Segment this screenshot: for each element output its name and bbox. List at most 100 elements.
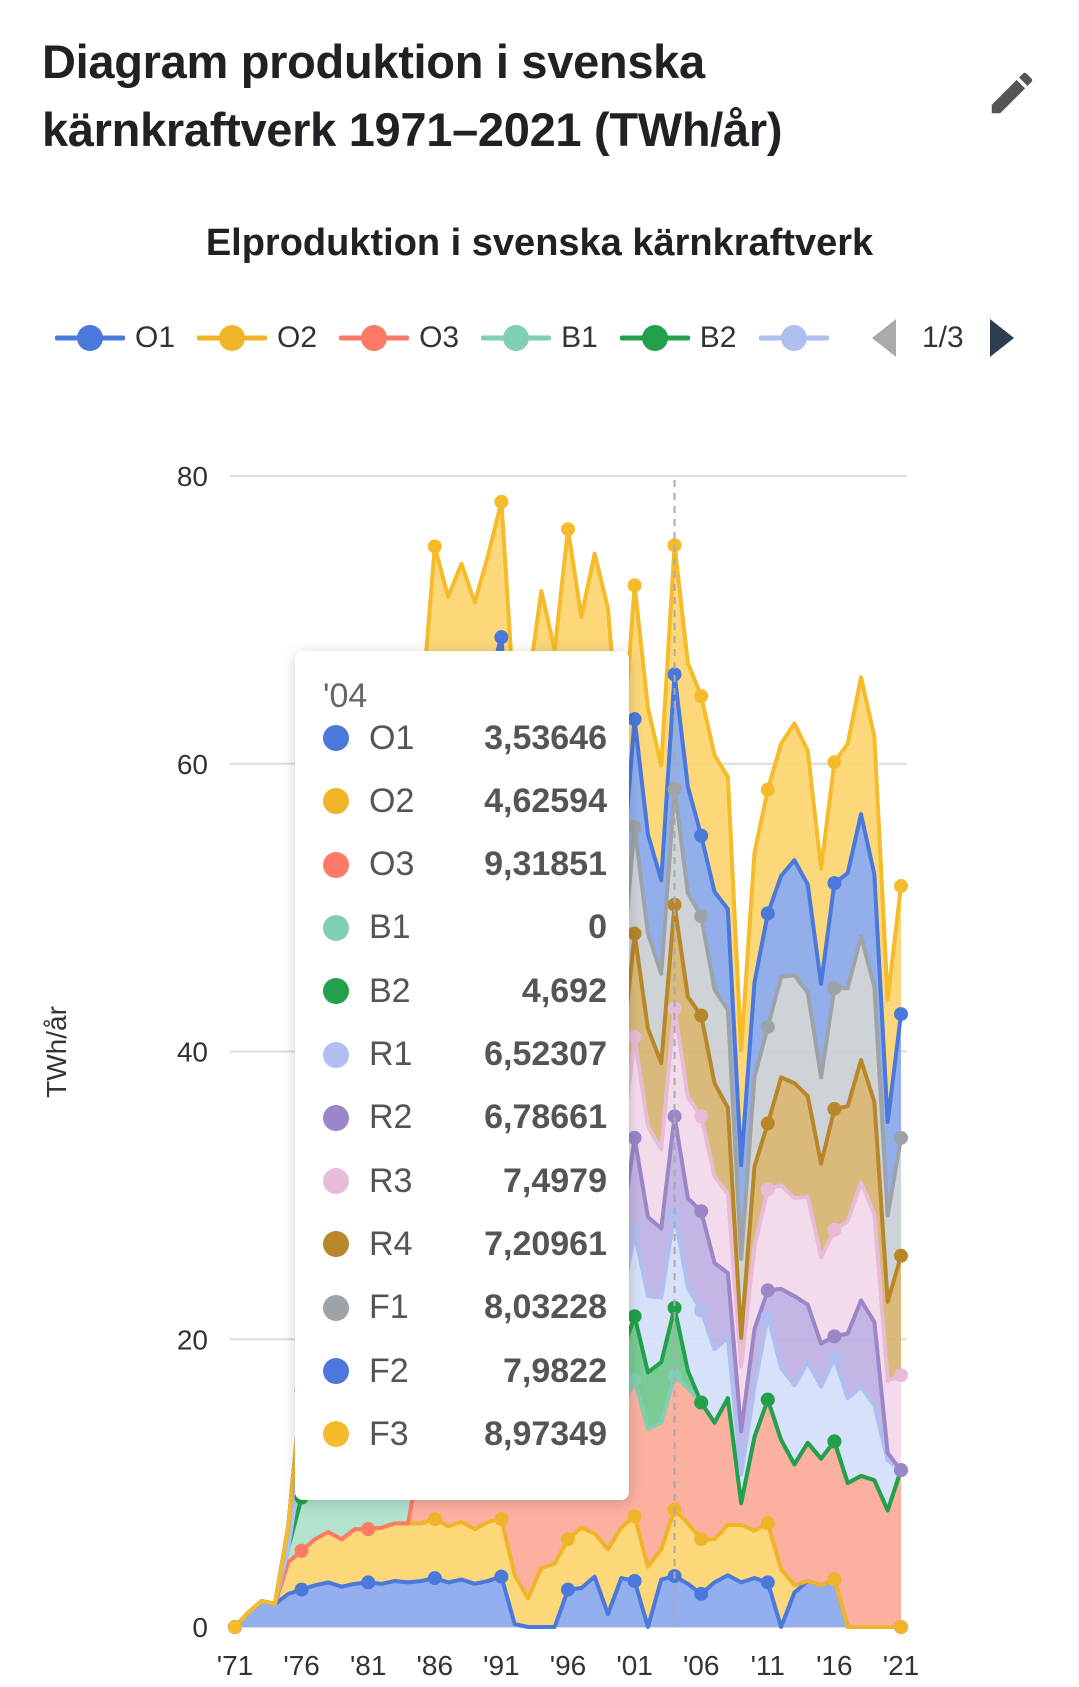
series-color-dot-icon xyxy=(323,1104,349,1131)
x-tick-label: '16 xyxy=(816,1650,853,1681)
point-B2-2016[interactable] xyxy=(827,1434,842,1449)
point-O1-2001[interactable] xyxy=(627,1573,642,1588)
point-R3-2006[interactable] xyxy=(694,1109,709,1124)
x-tick-label: '11 xyxy=(751,1650,785,1681)
tooltip-row-B1: B1 0 xyxy=(323,903,607,953)
tooltip-series-name: R2 xyxy=(369,1098,413,1137)
point-B1-2001[interactable] xyxy=(627,1372,642,1387)
point-R1-2011[interactable] xyxy=(760,1309,775,1324)
point-F3-2021[interactable] xyxy=(894,879,908,894)
point-R3-2021[interactable] xyxy=(894,1368,908,1383)
point-R3-2011[interactable] xyxy=(760,1182,775,1197)
point-O2-1996[interactable] xyxy=(561,1532,575,1547)
edit-button[interactable] xyxy=(985,66,1039,120)
point-O1-1996[interactable] xyxy=(561,1582,575,1597)
point-O1-1991[interactable] xyxy=(494,1569,509,1584)
point-R4-2006[interactable] xyxy=(694,1008,709,1023)
point-F2-1991[interactable] xyxy=(494,630,509,645)
legend-label: B2 xyxy=(699,321,737,354)
legend-label: O2 xyxy=(277,321,318,354)
point-R2-2011[interactable] xyxy=(760,1283,775,1298)
legend-item-O1[interactable]: O1 xyxy=(55,321,175,355)
point-R1-2006[interactable] xyxy=(694,1303,709,1318)
point-B1-2004[interactable] xyxy=(667,1368,682,1383)
legend-item-B2[interactable]: B2 xyxy=(619,321,737,355)
page-title: Diagram produktion i svenska kärnkraftve… xyxy=(42,35,783,156)
point-F2-2006[interactable] xyxy=(694,828,709,843)
point-R4-2004[interactable] xyxy=(667,897,682,912)
legend-label: O3 xyxy=(419,321,460,354)
point-R4-2016[interactable] xyxy=(827,1102,842,1117)
point-F2-2021[interactable] xyxy=(894,1007,908,1022)
series-color-dot-icon xyxy=(323,851,349,878)
point-R2-2004[interactable] xyxy=(667,1109,682,1124)
point-F3-1991[interactable] xyxy=(494,494,509,509)
point-R4-2021[interactable] xyxy=(894,1248,908,1263)
point-B2-2011[interactable] xyxy=(760,1392,775,1407)
point-F1-2016[interactable] xyxy=(827,981,842,996)
area-O2 xyxy=(235,1509,901,1627)
pencil-icon xyxy=(991,72,1033,114)
point-F1-2011[interactable] xyxy=(760,1020,775,1035)
point-F2-2011[interactable] xyxy=(760,906,775,921)
point-F3-1971[interactable] xyxy=(228,1620,242,1634)
point-R1-2001[interactable] xyxy=(627,1225,642,1240)
legend-item-B1[interactable]: B1 xyxy=(481,321,598,355)
y-axis-title: TWh/år xyxy=(41,1006,72,1098)
point-F3-1986[interactable] xyxy=(427,539,442,554)
point-R2-2016[interactable] xyxy=(827,1329,842,1344)
point-R4-2001[interactable] xyxy=(627,926,642,941)
legend-item-O2[interactable]: O2 xyxy=(197,321,317,355)
point-O1-1986[interactable] xyxy=(427,1571,442,1586)
legend-marker-icon xyxy=(339,325,410,351)
point-F3-2016[interactable] xyxy=(827,755,842,770)
point-F3-1996[interactable] xyxy=(561,522,575,537)
legend-prev-arrow-icon[interactable] xyxy=(872,319,896,357)
point-R1-2016[interactable] xyxy=(827,1350,842,1365)
point-R2-2021[interactable] xyxy=(894,1463,908,1478)
point-O2-2006[interactable] xyxy=(694,1532,709,1547)
point-R2-2006[interactable] xyxy=(694,1204,709,1219)
point-R2-2001[interactable] xyxy=(627,1130,642,1145)
point-F2-2016[interactable] xyxy=(827,876,842,891)
point-O1-1981[interactable] xyxy=(361,1575,376,1590)
legend-pager: 1/3 xyxy=(872,316,1014,360)
point-O1-2011[interactable] xyxy=(760,1575,775,1590)
point-O1-1976[interactable] xyxy=(294,1582,309,1597)
point-O2-2021[interactable] xyxy=(894,1620,908,1634)
point-R3-2016[interactable] xyxy=(827,1222,842,1237)
series-color-dot-icon xyxy=(323,725,349,751)
point-O2-1991[interactable] xyxy=(494,1512,509,1527)
point-O1-2006[interactable] xyxy=(694,1586,709,1601)
point-O2-2016[interactable] xyxy=(827,1572,842,1587)
point-R3-2004[interactable] xyxy=(667,1001,682,1016)
tooltip-series-name: R1 xyxy=(369,1035,413,1073)
point-O2-2001[interactable] xyxy=(627,1509,642,1524)
point-O3-1981[interactable] xyxy=(361,1522,376,1537)
point-F3-2011[interactable] xyxy=(760,782,775,797)
x-tick-label: '91 xyxy=(483,1650,520,1681)
point-F1-2001[interactable] xyxy=(627,820,642,835)
legend-next-arrow-icon[interactable] xyxy=(989,319,1014,357)
point-F3-2001[interactable] xyxy=(627,578,642,593)
point-O2-1986[interactable] xyxy=(427,1512,442,1527)
point-F1-2004[interactable] xyxy=(667,782,682,797)
point-F2-2004[interactable] xyxy=(667,667,682,682)
point-R4-2011[interactable] xyxy=(760,1116,775,1131)
point-F1-2006[interactable] xyxy=(694,909,709,924)
legend-item-R1[interactable] xyxy=(758,323,839,353)
point-B2-2004[interactable] xyxy=(667,1300,682,1315)
y-tick-label: 60 xyxy=(177,749,208,780)
point-O2-2011[interactable] xyxy=(760,1516,775,1531)
point-O3-1976[interactable] xyxy=(294,1543,309,1558)
point-B2-2006[interactable] xyxy=(694,1395,709,1410)
point-R3-2001[interactable] xyxy=(627,1030,642,1045)
point-F3-2006[interactable] xyxy=(694,689,709,704)
x-tick-label: '71 xyxy=(217,1650,254,1681)
tooltip-series-value: 3,53646 xyxy=(484,718,607,757)
point-B2-2001[interactable] xyxy=(627,1309,642,1324)
point-F2-2001[interactable] xyxy=(627,712,642,727)
point-F1-2021[interactable] xyxy=(894,1130,908,1145)
tooltip-series-value: 7,9822 xyxy=(503,1351,607,1390)
legend-item-O3[interactable]: O3 xyxy=(339,321,459,355)
